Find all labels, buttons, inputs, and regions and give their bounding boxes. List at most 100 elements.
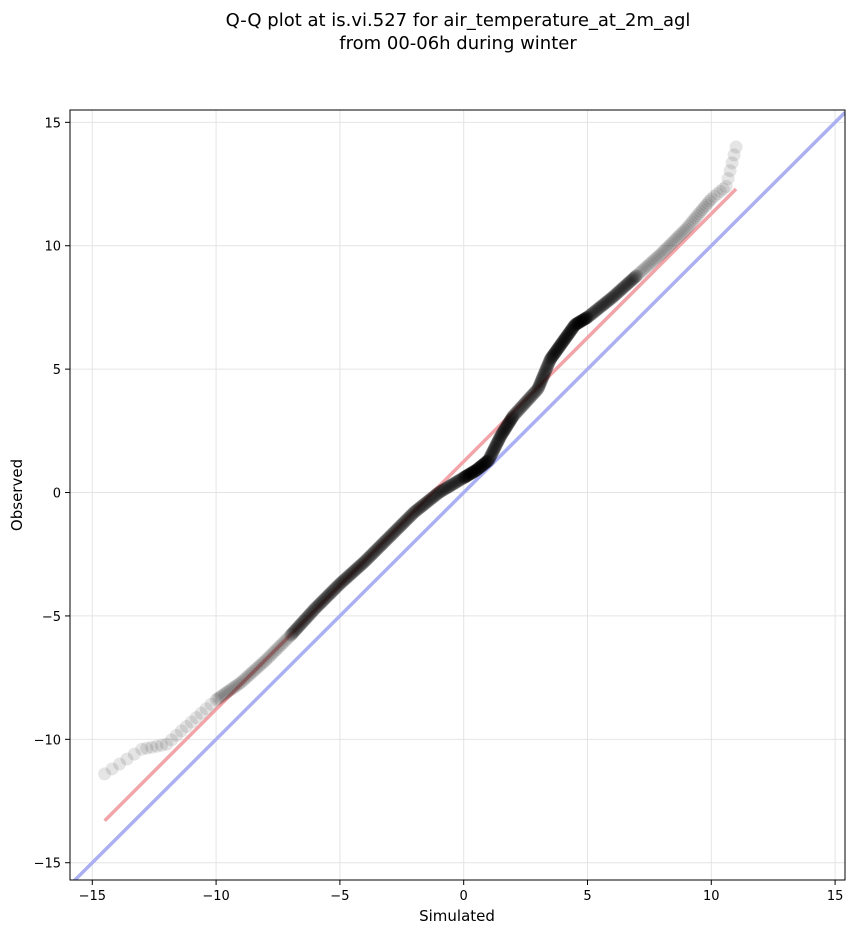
quantile-point	[421, 494, 435, 508]
quantile-point	[538, 366, 552, 380]
quantile-point	[590, 302, 604, 316]
quantile-point	[315, 595, 329, 609]
quantile-point	[371, 541, 385, 555]
quantile-point	[391, 521, 405, 535]
y-axis-label: Observed	[8, 459, 26, 531]
quantile-point	[479, 455, 493, 469]
quantile-point	[285, 627, 299, 641]
quantile-point	[565, 322, 579, 336]
quantile-point	[455, 472, 469, 486]
quantile-point	[509, 406, 523, 420]
quantile-point	[502, 416, 516, 430]
quantile-point	[710, 187, 724, 201]
quantile-point	[332, 578, 346, 592]
quantile-point	[598, 296, 612, 310]
quantile-point	[485, 445, 499, 459]
quantile-point	[556, 335, 570, 349]
quantile-point	[338, 572, 352, 586]
quantile-point	[598, 296, 612, 310]
quantile-point	[580, 310, 594, 324]
quantile-point	[169, 728, 183, 742]
quantile-point	[534, 375, 548, 389]
quantile-point	[314, 595, 328, 609]
quantile-point	[582, 309, 596, 323]
quantile-point	[140, 741, 154, 755]
quantile-point	[447, 477, 461, 491]
quantile-point	[547, 348, 561, 362]
quantile-point	[533, 376, 547, 390]
quantile-point	[572, 316, 586, 330]
quantile-point	[536, 371, 550, 385]
quantile-point	[381, 531, 395, 545]
quantile-point	[539, 363, 553, 377]
quantile-point	[587, 305, 601, 319]
quantile-point	[497, 424, 511, 438]
quantile-point	[457, 471, 471, 485]
quantile-point	[429, 488, 443, 502]
quantile-point	[232, 677, 246, 691]
quantile-point	[538, 365, 552, 379]
quantile-point	[324, 586, 338, 600]
quantile-point	[563, 325, 577, 339]
quantile-point	[704, 192, 718, 206]
quantile-point	[556, 334, 570, 348]
quantile-point	[482, 452, 496, 466]
quantile-point	[491, 434, 505, 448]
quantile-point	[619, 278, 633, 292]
quantile-point	[503, 414, 517, 428]
quantile-point	[501, 418, 515, 432]
quantile-point	[685, 215, 699, 229]
quantile-point	[494, 429, 508, 443]
quantile-point	[471, 462, 485, 476]
quantile-point	[530, 383, 544, 397]
quantile-point	[580, 311, 594, 325]
quantile-point	[468, 464, 482, 478]
quantile-point	[344, 567, 358, 581]
quantile-point	[567, 319, 581, 333]
quantile-point	[570, 316, 584, 330]
quantile-point	[493, 430, 507, 444]
quantile-point	[578, 312, 592, 326]
quantile-point	[451, 474, 464, 488]
quantile-point	[413, 500, 427, 514]
quantile-point	[291, 621, 305, 635]
quantile-point	[576, 313, 590, 327]
quantile-point	[255, 657, 269, 671]
quantile-point	[559, 331, 573, 345]
quantile-point	[662, 239, 676, 253]
quantile-point	[567, 319, 581, 333]
quantile-point	[471, 462, 485, 476]
quantile-point	[630, 268, 644, 282]
quantile-point	[628, 270, 642, 284]
quantile-point	[624, 273, 638, 287]
quantile-point	[293, 618, 307, 632]
quantile-point	[423, 493, 437, 507]
quantile-point	[397, 516, 411, 530]
quantile-point	[406, 507, 420, 521]
quantile-point	[284, 628, 298, 642]
quantile-point	[306, 604, 320, 618]
quantile-point	[366, 546, 380, 560]
quantile-point	[421, 494, 435, 508]
quantile-point	[506, 409, 520, 423]
quantile-point	[459, 469, 473, 483]
quantile-point	[515, 400, 529, 414]
quantile-point	[438, 482, 452, 496]
quantile-point	[543, 353, 557, 367]
quantile-point	[558, 332, 572, 346]
quantile-point	[570, 317, 584, 331]
quantile-point	[360, 553, 374, 567]
quantile-point	[620, 277, 634, 291]
identity-line	[72, 111, 845, 880]
quantile-point	[579, 311, 593, 325]
quantile-point	[529, 384, 543, 398]
quantile-point	[490, 436, 504, 450]
quantile-point	[322, 587, 336, 601]
quantile-point	[330, 580, 344, 594]
quantile-point	[288, 623, 302, 637]
quantile-point	[438, 482, 452, 496]
quantile-point	[296, 614, 310, 628]
quantile-point	[569, 317, 583, 331]
quantile-point	[513, 402, 527, 416]
x-tick-label: −10	[202, 889, 229, 904]
